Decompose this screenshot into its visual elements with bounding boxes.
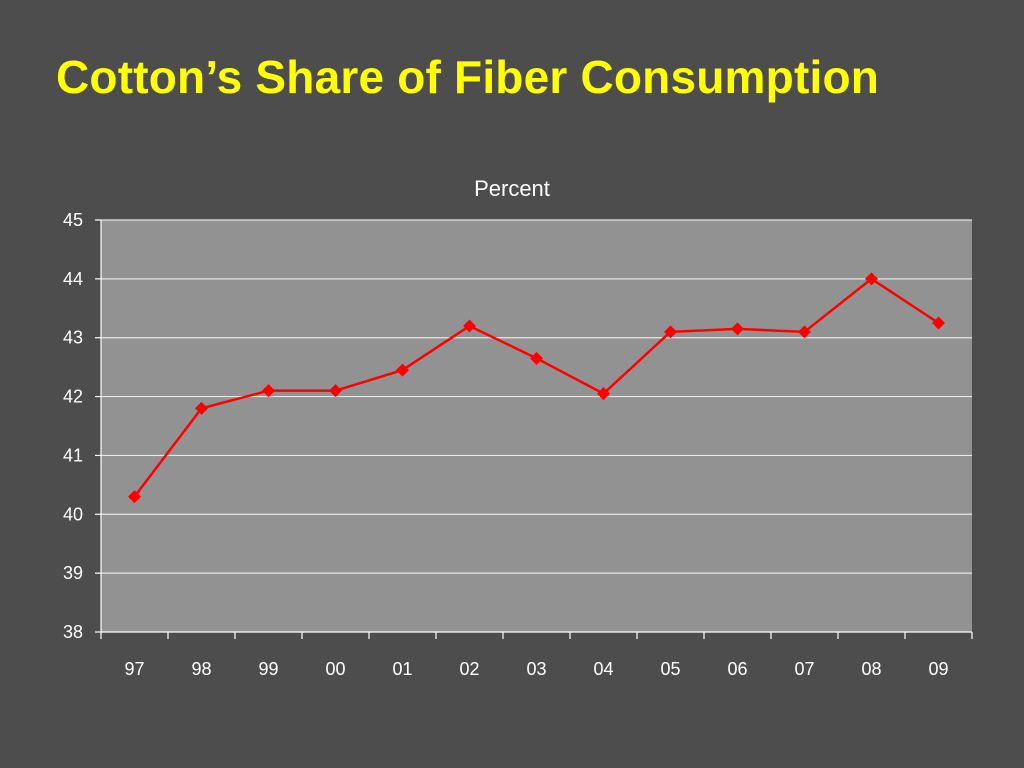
slide-title: Cotton’s Share of Fiber Consumption bbox=[56, 51, 880, 103]
y-tick-label: 41 bbox=[63, 445, 83, 465]
data-point-marker bbox=[865, 272, 878, 286]
data-point-marker bbox=[932, 316, 945, 330]
data-point-marker bbox=[798, 325, 811, 339]
x-tick-label: 97 bbox=[124, 659, 144, 679]
y-tick-label: 44 bbox=[63, 269, 83, 289]
y-tick-label: 45 bbox=[63, 210, 83, 230]
data-point-marker bbox=[597, 387, 610, 401]
plot-area bbox=[101, 220, 972, 632]
data-point-marker bbox=[731, 322, 744, 336]
x-tick-label: 07 bbox=[794, 659, 814, 679]
x-tick-label: 03 bbox=[526, 659, 546, 679]
x-tick-label: 01 bbox=[392, 659, 412, 679]
y-tick-label: 42 bbox=[63, 387, 83, 407]
x-tick-label: 02 bbox=[459, 659, 479, 679]
x-axis-tick-labels: 97 98 99 00 01 02 03 04 05 06 07 08 09 bbox=[124, 659, 948, 679]
x-tick-label: 00 bbox=[325, 659, 345, 679]
data-point-marker bbox=[195, 401, 208, 415]
data-point-marker bbox=[530, 351, 543, 365]
chart-title: Percent bbox=[474, 176, 550, 201]
x-tick-label: 05 bbox=[660, 659, 680, 679]
y-tick-label: 40 bbox=[63, 504, 83, 524]
x-tick-label: 98 bbox=[191, 659, 211, 679]
y-tick-label: 38 bbox=[63, 622, 83, 642]
data-point-marker bbox=[329, 384, 342, 398]
data-point-marker bbox=[396, 363, 409, 377]
y-tick-label: 43 bbox=[63, 328, 83, 348]
x-tick-label: 04 bbox=[593, 659, 613, 679]
y-tick-label: 39 bbox=[63, 563, 83, 583]
y-axis-tick-labels: 38 39 40 41 42 43 44 45 bbox=[63, 210, 83, 642]
data-point-marker bbox=[664, 325, 677, 339]
x-tick-label: 09 bbox=[928, 659, 948, 679]
data-point-marker bbox=[262, 384, 275, 398]
data-point-marker bbox=[128, 490, 141, 504]
data-point-marker bbox=[463, 319, 476, 333]
axes bbox=[95, 219, 973, 639]
x-tick-label: 99 bbox=[258, 659, 278, 679]
x-tick-label: 06 bbox=[727, 659, 747, 679]
x-tick-label: 08 bbox=[861, 659, 881, 679]
series-layer bbox=[128, 272, 945, 504]
